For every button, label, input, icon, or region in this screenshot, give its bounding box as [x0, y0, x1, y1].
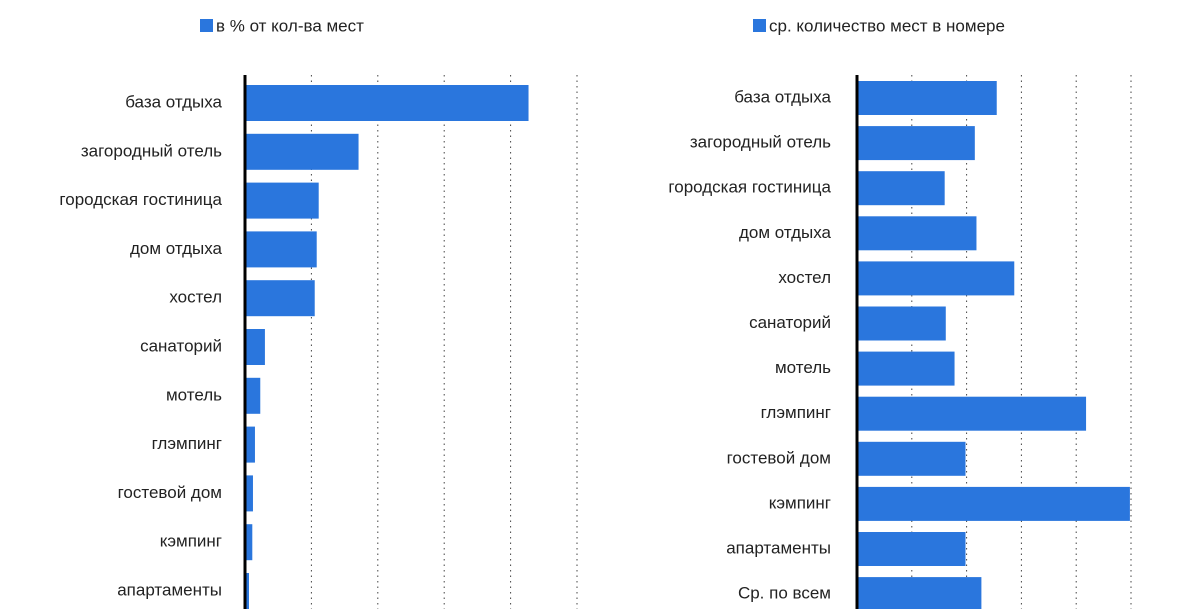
- bar: [245, 524, 253, 561]
- y-tick-label: база отдыха: [125, 92, 222, 111]
- bar: [857, 261, 1015, 296]
- y-tick-label: загородный отель: [81, 141, 222, 160]
- bar: [245, 573, 249, 609]
- y-tick-label: санаторий: [749, 313, 831, 332]
- bar: [857, 306, 946, 341]
- bar: [857, 351, 955, 386]
- bar: [245, 280, 315, 317]
- y-tick-label: городская гостиница: [668, 178, 831, 197]
- bar: [857, 216, 977, 251]
- y-tick-label: кэмпинг: [160, 532, 222, 551]
- y-tick-label: мотель: [775, 358, 831, 377]
- bar: [857, 486, 1130, 521]
- bar: [245, 85, 529, 121]
- y-tick-label: Ср. по всем: [738, 584, 831, 603]
- y-tick-label: глэмпинг: [152, 434, 222, 453]
- y-tick-label: загородный отель: [690, 133, 831, 152]
- y-tick-label: гостевой дом: [727, 448, 831, 467]
- bar: [857, 577, 982, 609]
- bar: [857, 441, 966, 476]
- bar: [245, 475, 253, 512]
- y-tick-label: хостел: [169, 288, 222, 307]
- y-tick-label: городская гостиница: [59, 190, 222, 209]
- bar: [245, 426, 255, 463]
- bar: [857, 81, 997, 115]
- bar: [245, 231, 317, 268]
- bar: [857, 126, 975, 161]
- legend-label: ср. количество мест в номере: [769, 16, 1005, 35]
- y-tick-label: гостевой дом: [118, 483, 222, 502]
- legend-swatch: [200, 19, 213, 32]
- y-tick-label: дом отдыха: [130, 239, 223, 258]
- y-tick-label: апартаменты: [117, 580, 222, 599]
- bar: [245, 182, 319, 219]
- bar: [245, 329, 265, 365]
- y-tick-label: апартаменты: [726, 538, 831, 557]
- y-tick-label: дом отдыха: [739, 223, 832, 242]
- y-tick-label: хостел: [778, 268, 831, 287]
- bar: [857, 532, 966, 566]
- legend-label: в % от кол-ва мест: [216, 16, 364, 35]
- bar: [245, 133, 359, 170]
- y-tick-label: глэмпинг: [761, 403, 831, 422]
- bar: [857, 396, 1087, 431]
- y-tick-label: кэмпинг: [769, 493, 831, 512]
- bar: [857, 171, 945, 206]
- y-tick-label: санаторий: [140, 336, 222, 355]
- legend-swatch: [753, 19, 766, 32]
- bar: [245, 377, 261, 414]
- y-tick-label: мотель: [166, 385, 222, 404]
- y-tick-label: база отдыха: [734, 87, 831, 106]
